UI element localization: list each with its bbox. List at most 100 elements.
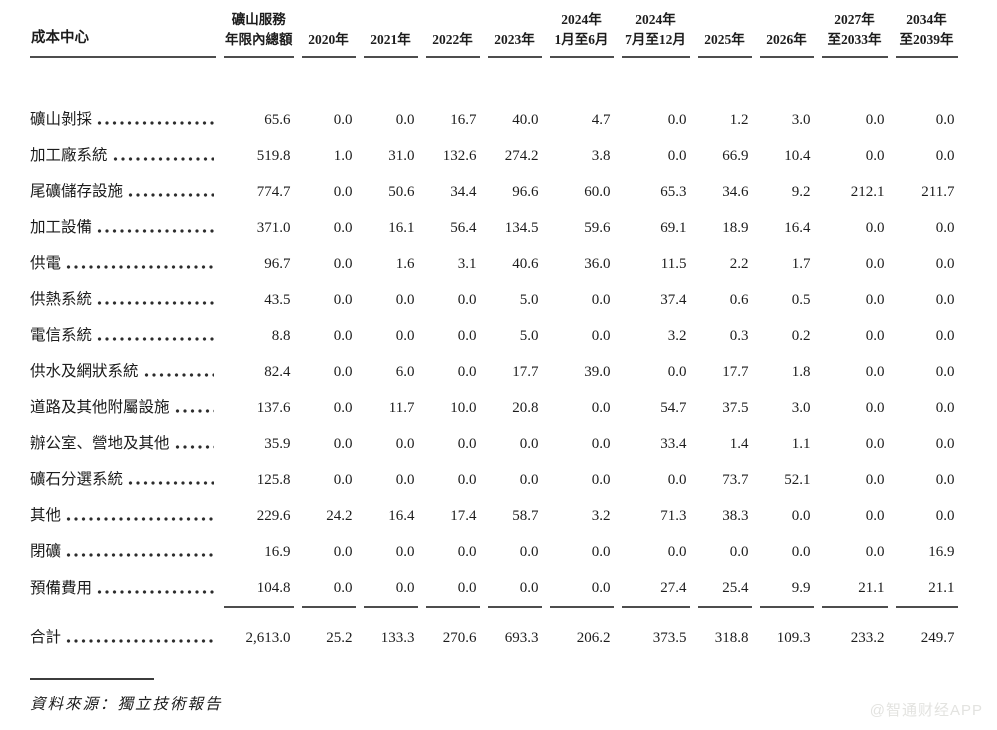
value-cell: 35.9 (264, 435, 291, 452)
value-cell: 10.4 (784, 147, 811, 164)
value-cell: 60.0 (584, 183, 611, 200)
row-label-text: 加工廠系統 (30, 146, 108, 164)
dot-leader (97, 300, 214, 307)
column-header-line2: 2021年 (370, 31, 411, 47)
table-row: 尾礦儲存設施 774.7 0.0 50.6 34.4 96.6 60.0 65.3 34.6 9.… (30, 174, 958, 210)
value-cell: 0.0 (395, 471, 415, 488)
row-label-cell: 加工廠系統 (30, 138, 216, 174)
value-cell: 0.0 (549, 570, 614, 609)
value-cell: 1.1 (791, 435, 811, 452)
value-cell: 0.0 (457, 543, 477, 560)
row-label-wrap: 供水及網狀系統 (30, 363, 216, 382)
value-cell: 0.0 (935, 291, 955, 308)
row-label-text: 礦山剝採 (30, 110, 93, 128)
column-header-line1: 2024年 (561, 12, 602, 27)
value-cell: 82.4 (264, 363, 291, 380)
value-cell: 69.1 (660, 219, 687, 236)
value-cell: 0.0 (667, 111, 687, 128)
value-cell: 0.0 (591, 543, 611, 560)
row-label-cell: 礦山剝採 (30, 102, 216, 138)
value-cell: 3.0 (791, 399, 811, 416)
row-label-wrap: 礦石分選系統 (30, 471, 216, 490)
value-cell: 233.2 (850, 629, 885, 646)
table-row: 道路及其他附屬設施 137.6 0.0 11.7 10.0 20.8 0.0 54.7 37.5… (30, 390, 958, 426)
value-cell: 18.9 (722, 219, 749, 236)
column-header-text: 成本中心 (31, 30, 89, 47)
value-cell: 65.3 (660, 183, 687, 200)
value-cell: 0.0 (333, 543, 353, 560)
table-row: 閉礦 16.9 0.0 0.0 0.0 0.0 0.0 0.0 0.0 0.0 0.0 16.9 (30, 534, 958, 570)
value-cell: 16.9 (928, 543, 955, 560)
value-cell: 519.8 (256, 147, 291, 164)
value-cell: 0.0 (333, 111, 353, 128)
column-header-cost-center: 成本中心 (30, 10, 216, 59)
column-header-line2: 2025年 (704, 31, 745, 47)
column-header-line2: 2026年 (766, 31, 807, 47)
value-cell: 0.0 (333, 183, 353, 200)
value-cell: 40.6 (512, 255, 539, 272)
value-cell: 0.0 (865, 147, 885, 164)
value-cell: 0.0 (935, 471, 955, 488)
row-label-cell: 供電 (30, 246, 216, 282)
value-cell: 1.7 (791, 255, 811, 272)
dot-leader (128, 192, 214, 199)
row-label-wrap: 供電 (30, 255, 216, 274)
value-cell: 17.4 (450, 507, 477, 524)
value-cell: 20.8 (512, 399, 539, 416)
value-cell: 37.5 (722, 399, 749, 416)
row-label-text: 供熱系統 (30, 290, 93, 308)
table-row: 加工廠系統 519.8 1.0 31.0 132.6 274.2 3.8 0.0 66.9 10.… (30, 138, 958, 174)
dot-leader (97, 120, 214, 127)
value-cell: 17.7 (512, 363, 539, 380)
value-cell: 0.0 (333, 291, 353, 308)
value-cell: 59.6 (584, 219, 611, 236)
row-label-cell: 閉礦 (30, 534, 216, 570)
value-cell: 16.4 (388, 507, 415, 524)
column-header-2021: 2021年 (363, 10, 418, 59)
value-cell: 0.5 (791, 291, 811, 308)
value-cell: 0.0 (333, 435, 353, 452)
row-label-text: 辦公室、營地及其他 (30, 434, 170, 452)
source-note: 資料來源：獨立技術報告 (30, 696, 223, 714)
value-cell: 0.0 (865, 255, 885, 272)
value-cell: 2,613.0 (245, 629, 291, 646)
value-cell: 109.3 (776, 629, 811, 646)
value-cell: 133.3 (380, 629, 415, 646)
row-label-wrap: 預備費用 (30, 580, 216, 599)
value-cell: 3.2 (667, 327, 687, 344)
column-header-2026: 2026年 (759, 10, 814, 59)
value-cell: 24.2 (326, 507, 353, 524)
row-label-wrap: 道路及其他附屬設施 (30, 399, 216, 418)
column-header-2034-2039: 2034年 至2039年 (895, 10, 958, 59)
value-cell: 5.0 (519, 327, 539, 344)
value-cell: 6.0 (395, 363, 415, 380)
value-cell: 0.0 (935, 327, 955, 344)
value-cell: 0.0 (395, 543, 415, 560)
column-header-2020: 2020年 (301, 10, 356, 59)
column-header-line1: 2034年 (906, 12, 947, 27)
value-cell: 373.5 (652, 629, 687, 646)
value-cell: 0.0 (935, 363, 955, 380)
row-label-text: 其他 (30, 506, 62, 524)
table-row: 預備費用 104.8 0.0 0.0 0.0 0.0 0.0 27.4 25.4 9.9 21.1 2… (30, 570, 958, 609)
value-cell: 17.7 (722, 363, 749, 380)
value-cell: 52.1 (784, 471, 811, 488)
value-cell: 37.4 (660, 291, 687, 308)
watermark: @智通财经APP (869, 702, 983, 719)
value-cell: 0.2 (791, 327, 811, 344)
value-cell: 0.0 (865, 435, 885, 452)
value-cell: 0.0 (865, 543, 885, 560)
dot-leader (174, 444, 214, 451)
value-cell: 0.0 (935, 147, 955, 164)
value-cell: 0.0 (591, 327, 611, 344)
column-header-line1: 2024年 (635, 12, 676, 27)
value-cell: 0.0 (333, 399, 353, 416)
row-label-cell: 其他 (30, 498, 216, 534)
value-cell: 0.0 (519, 471, 539, 488)
value-cell: 0.0 (519, 543, 539, 560)
row-label-text: 預備費用 (30, 579, 93, 597)
value-cell: 0.0 (865, 363, 885, 380)
value-cell: 693.3 (504, 629, 539, 646)
document-page: 成本中心 礦山服務 年限內總額 2020年 2021年 2022年 (0, 10, 997, 730)
column-header-2024-h2: 2024年 7月至12月 (621, 10, 690, 59)
